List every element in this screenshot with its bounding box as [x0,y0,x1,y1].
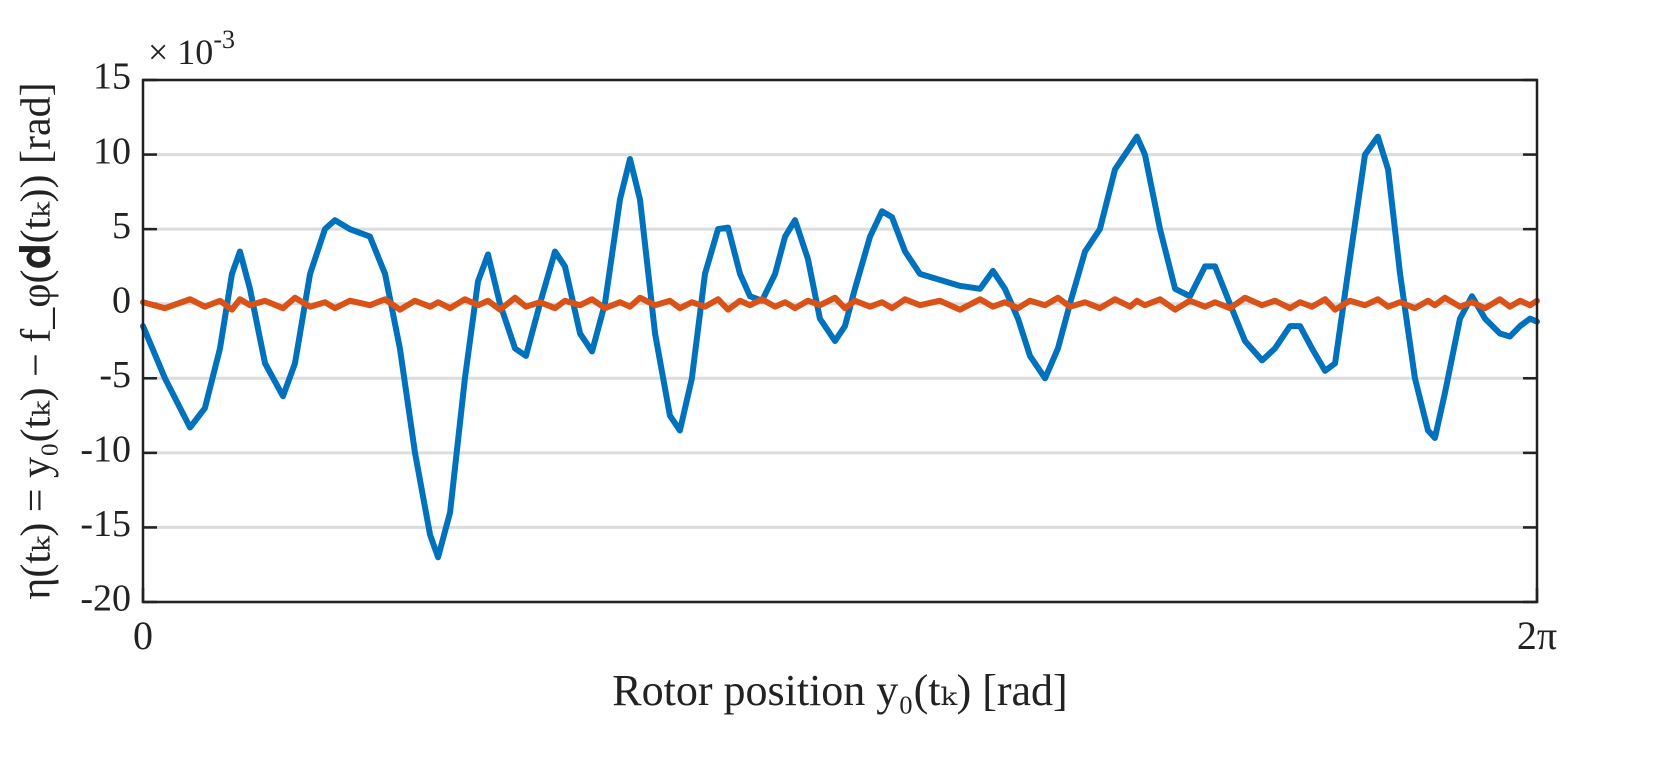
data-line [140,294,1540,313]
y-multiplier: × 10-3 [148,25,235,72]
multiplier-base: × 10 [148,32,213,72]
y-tick-label: -10 [80,429,131,471]
y-tick-label: -5 [99,354,131,396]
x-axis-label: Rotor position y₀(tₖ) [rad] [612,666,1067,715]
y-axis-label: η(tₖ) = y₀(tₖ) − f_φ(𝐝(tₖ)) [rad] [14,82,60,599]
plot-frame [141,78,1539,604]
y-tick-label: 0 [112,279,131,321]
multiplier-exponent: -3 [213,25,235,54]
y-tick-label: -15 [80,503,131,545]
data-line [140,133,1540,561]
y-tick-label: 5 [112,205,131,247]
y-tick-label: 15 [93,56,131,98]
y-tick-label: -20 [80,578,131,620]
x-tick-label: 0 [133,613,153,658]
y-tick-label: 10 [93,130,131,172]
x-tick-label: 2π [1517,613,1557,658]
